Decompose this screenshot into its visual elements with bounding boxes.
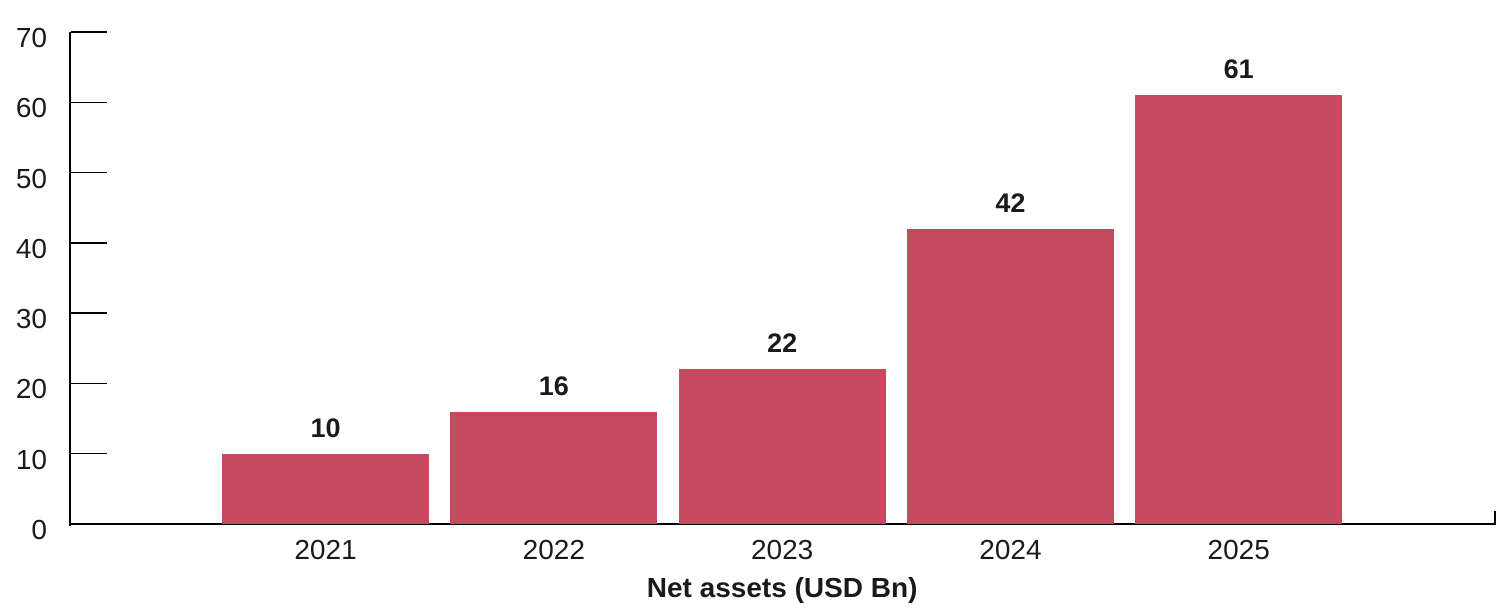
x-axis-end-tick <box>1494 511 1496 523</box>
y-tick-label: 30 <box>15 303 47 335</box>
bar-value-label: 61 <box>1223 54 1254 85</box>
y-tick <box>71 242 107 244</box>
y-tick-label: 0 <box>31 514 47 545</box>
y-axis-line <box>69 32 71 526</box>
y-tick <box>71 312 107 314</box>
x-category-label: 2025 <box>1207 534 1270 565</box>
y-tick-label: 20 <box>15 373 47 405</box>
bar-2022 <box>450 411 658 524</box>
y-tick <box>71 382 107 385</box>
y-tick-label: 70 <box>15 22 47 53</box>
bar-2024 <box>906 228 1114 524</box>
y-tick-label: 60 <box>15 92 47 124</box>
x-category-label: 2023 <box>750 534 814 565</box>
bar-value-label: 22 <box>767 328 798 359</box>
bar-2021 <box>222 453 429 524</box>
x-category-label: 2022 <box>522 534 585 565</box>
bar-value-label: 42 <box>995 187 1026 218</box>
bar-value-label: 16 <box>538 370 569 401</box>
x-category-label: 2024 <box>979 534 1042 565</box>
y-tick <box>71 452 107 455</box>
x-axis-title: Net assets (USD Bn) <box>646 572 918 603</box>
bar-2025 <box>1135 95 1343 524</box>
x-category-label: 2021 <box>294 534 357 565</box>
y-tick-label: 10 <box>15 443 47 475</box>
y-tick-label: 40 <box>15 232 47 264</box>
bar-value-label: 10 <box>310 412 341 443</box>
bar-2023 <box>678 369 886 524</box>
y-tick <box>71 101 107 104</box>
y-tick <box>71 171 107 174</box>
y-tick <box>71 31 107 33</box>
x-axis-line <box>69 523 1496 525</box>
y-tick-label: 50 <box>15 162 47 194</box>
